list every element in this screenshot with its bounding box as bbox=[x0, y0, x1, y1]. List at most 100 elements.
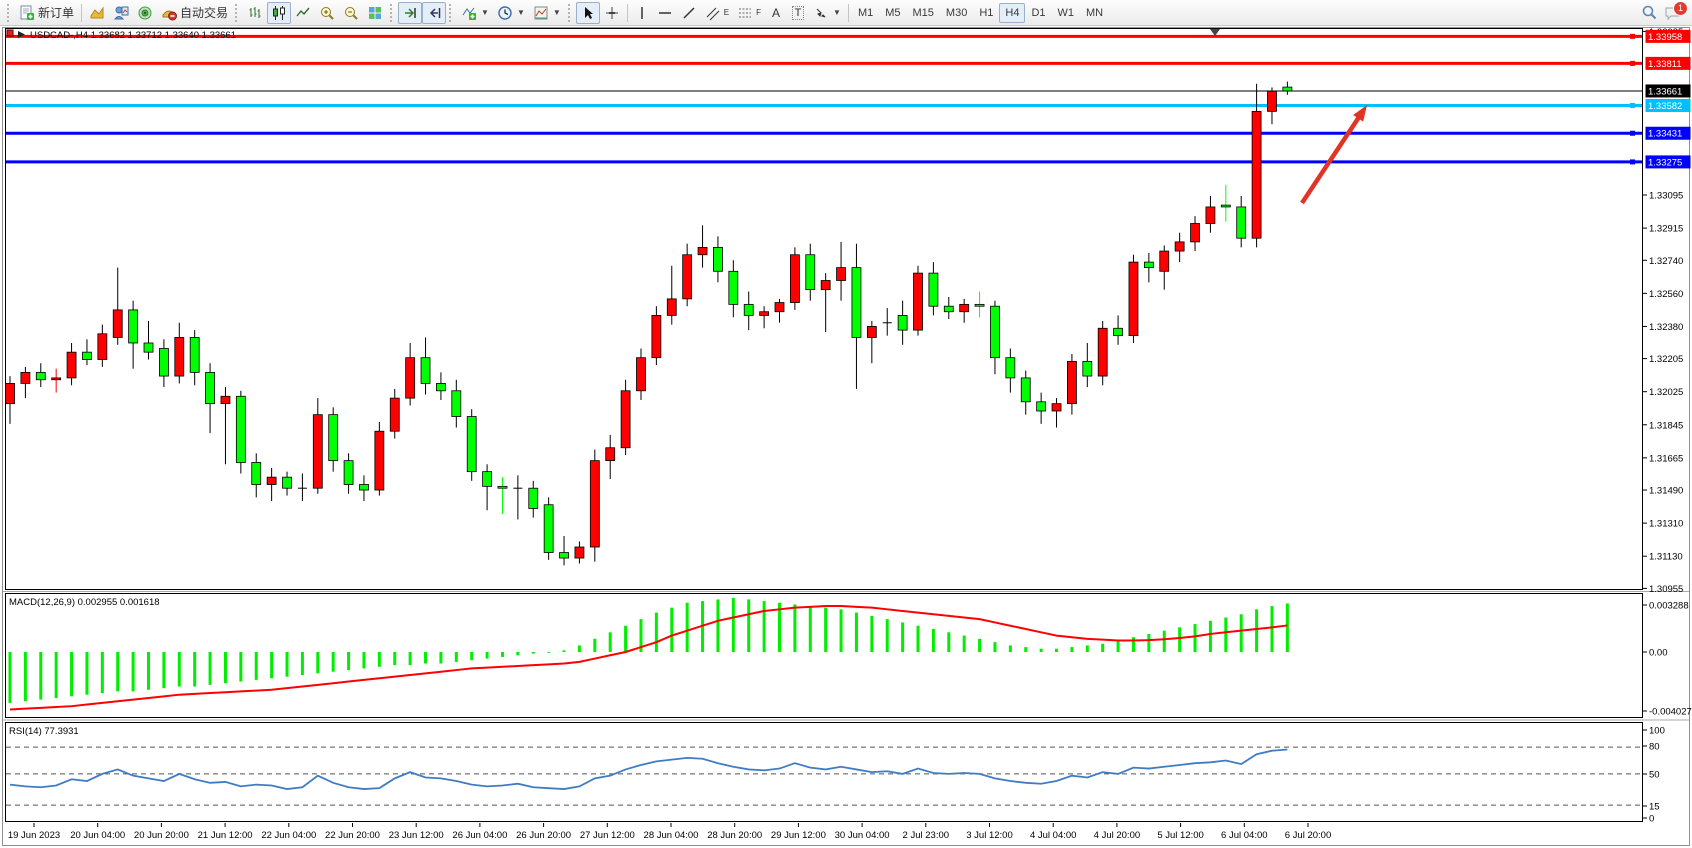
price-level-label: 1.33958 bbox=[1648, 32, 1682, 43]
time-axis-label[interactable]: 28 Jun 04:00 bbox=[644, 830, 699, 841]
time-axis-label[interactable]: 19 Jun 2023 bbox=[8, 830, 60, 841]
title-dropdown-icon[interactable] bbox=[18, 31, 25, 38]
autoscroll-button[interactable] bbox=[398, 1, 423, 24]
price-axis-label[interactable]: 1.33095 bbox=[1649, 191, 1683, 202]
time-axis-label[interactable]: 2 Jul 23:00 bbox=[903, 830, 949, 841]
search-icon[interactable] bbox=[1641, 4, 1658, 21]
rsi-plot-area[interactable] bbox=[5, 722, 1643, 822]
new-order-button[interactable]: 新订单 bbox=[15, 2, 78, 24]
timeframe-button-M15[interactable]: M15 bbox=[912, 6, 934, 19]
data-window-button[interactable] bbox=[109, 2, 133, 24]
time-axis-label[interactable]: 30 Jun 04:00 bbox=[835, 830, 890, 841]
time-axis-label[interactable]: 4 Jul 20:00 bbox=[1094, 830, 1140, 841]
arrows-tool-button[interactable]: ▼ bbox=[809, 2, 845, 24]
price-level-handle[interactable] bbox=[1630, 33, 1635, 39]
price-axis-label[interactable]: 1.31665 bbox=[1649, 453, 1683, 464]
time-axis-label[interactable]: 26 Jun 20:00 bbox=[516, 830, 571, 841]
bar-chart-button[interactable] bbox=[243, 2, 267, 24]
time-axis-label[interactable]: 29 Jun 12:00 bbox=[771, 830, 826, 841]
price-axis-label[interactable]: 1.32560 bbox=[1649, 289, 1683, 300]
price-axis-label[interactable]: 1.30955 bbox=[1649, 584, 1683, 595]
candlestick-chart-button[interactable] bbox=[267, 1, 292, 24]
chart-shift-icon bbox=[426, 5, 442, 21]
price-level-handle[interactable] bbox=[1630, 102, 1635, 108]
autotrade-button[interactable]: 自动交易 bbox=[157, 2, 232, 24]
horizontal-line-tool-button[interactable] bbox=[653, 2, 677, 24]
time-axis-label[interactable]: 27 Jun 12:00 bbox=[580, 830, 635, 841]
toolbar-grip[interactable] bbox=[390, 3, 395, 22]
price-axis-label[interactable]: 1.31845 bbox=[1649, 420, 1683, 431]
tile-windows-button[interactable] bbox=[363, 2, 387, 24]
trendline-tool-button[interactable] bbox=[677, 2, 701, 24]
time-axis-label[interactable]: 20 Jun 20:00 bbox=[134, 830, 189, 841]
annotation-arrow-head[interactable] bbox=[1353, 105, 1367, 122]
vertical-line-tool-button[interactable] bbox=[631, 2, 653, 24]
price-axis-label[interactable]: 1.32205 bbox=[1649, 354, 1683, 365]
timeframe-button-M1[interactable]: M1 bbox=[857, 6, 874, 19]
timeframe-button-D1[interactable]: D1 bbox=[1031, 6, 1046, 19]
periods-button[interactable]: ▼ bbox=[493, 2, 529, 24]
zoom-out-button[interactable] bbox=[339, 2, 363, 24]
chat-icon[interactable]: 1 bbox=[1664, 0, 1688, 21]
zoom-in-button[interactable] bbox=[315, 2, 339, 24]
price-axis-label[interactable]: 1.31130 bbox=[1649, 552, 1683, 563]
timeframe-button-H1[interactable]: H1 bbox=[979, 6, 994, 19]
price-axis-label[interactable]: 1.32380 bbox=[1649, 322, 1683, 333]
cursor-button[interactable] bbox=[575, 1, 600, 24]
indicators-button[interactable]: ▼ bbox=[457, 2, 493, 24]
time-axis-label[interactable]: 6 Jul 04:00 bbox=[1221, 830, 1267, 841]
timeframe-button-M5[interactable]: M5 bbox=[885, 6, 901, 19]
text-label-tool-button[interactable]: T bbox=[787, 2, 809, 24]
price-axis-label[interactable]: 1.32915 bbox=[1649, 224, 1683, 235]
price-level-handle[interactable] bbox=[1630, 60, 1635, 66]
time-axis-label[interactable]: 3 Jul 12:00 bbox=[966, 830, 1012, 841]
toolbar-grip[interactable] bbox=[449, 3, 454, 22]
strategy-tester-button[interactable] bbox=[133, 2, 157, 24]
time-axis-label[interactable]: 6 Jul 20:00 bbox=[1285, 830, 1331, 841]
price-axis-label[interactable]: 1.31310 bbox=[1649, 519, 1683, 530]
main-plot-area[interactable] bbox=[5, 28, 1643, 590]
toolbar-grip[interactable] bbox=[567, 3, 573, 22]
line-chart-button[interactable] bbox=[291, 2, 315, 24]
time-axis-label[interactable]: 5 Jul 12:00 bbox=[1157, 830, 1203, 841]
timeframe-button-M30[interactable]: M30 bbox=[945, 6, 968, 19]
time-axis-label[interactable]: 22 Jun 04:00 bbox=[261, 830, 316, 841]
time-axis-label[interactable]: 4 Jul 04:00 bbox=[1030, 830, 1076, 841]
text-tool-button[interactable]: A bbox=[765, 2, 787, 24]
price-axis-label[interactable]: 1.32025 bbox=[1649, 387, 1683, 398]
price-level-label-box bbox=[1645, 29, 1691, 43]
time-axis-label[interactable]: 22 Jun 20:00 bbox=[325, 830, 380, 841]
toolbar-grip[interactable] bbox=[7, 3, 12, 22]
macd-label: MACD(12,26,9) 0.002955 0.001618 bbox=[9, 597, 160, 608]
crosshair-button[interactable] bbox=[600, 2, 624, 24]
macd-plot-area[interactable] bbox=[5, 593, 1643, 718]
market-watch-button[interactable] bbox=[85, 2, 109, 24]
toolbar-grip[interactable] bbox=[235, 3, 240, 22]
text-tool-label: A bbox=[772, 5, 781, 20]
time-axis-label[interactable]: 28 Jun 20:00 bbox=[707, 830, 762, 841]
timeframe-button-W1[interactable]: W1 bbox=[1057, 6, 1075, 19]
time-axis-label[interactable]: 20 Jun 04:00 bbox=[70, 830, 125, 841]
templates-button[interactable]: ▼ bbox=[529, 2, 565, 24]
timeframe-button-H4[interactable]: H4 bbox=[999, 2, 1026, 23]
price-level-label-box bbox=[1645, 56, 1691, 70]
time-axis-label[interactable]: 26 Jun 04:00 bbox=[452, 830, 507, 841]
price-level-handle[interactable] bbox=[1630, 159, 1635, 165]
timeframe-button-MN[interactable]: MN bbox=[1086, 6, 1104, 19]
chart-shift-marker[interactable] bbox=[1210, 29, 1220, 36]
channel-tool-button[interactable]: E bbox=[701, 2, 733, 24]
annotation-arrow-line[interactable] bbox=[1300, 113, 1363, 205]
price-level-handle[interactable] bbox=[1630, 130, 1635, 136]
time-axis-label[interactable]: 21 Jun 12:00 bbox=[198, 830, 253, 841]
price-axis-label[interactable]: 1.32740 bbox=[1649, 256, 1683, 267]
price-level-label: 1.33811 bbox=[1648, 59, 1682, 70]
candle-body bbox=[328, 414, 339, 462]
time-axis-label[interactable]: 23 Jun 12:00 bbox=[389, 830, 444, 841]
price-axis-label[interactable]: 1.31490 bbox=[1649, 486, 1683, 497]
fibonacci-tool-button[interactable]: F bbox=[733, 2, 765, 24]
label-tool-label: T bbox=[791, 5, 805, 20]
candle-body bbox=[497, 485, 508, 489]
candle-body bbox=[959, 303, 970, 313]
chart-shift-button[interactable] bbox=[422, 1, 447, 24]
